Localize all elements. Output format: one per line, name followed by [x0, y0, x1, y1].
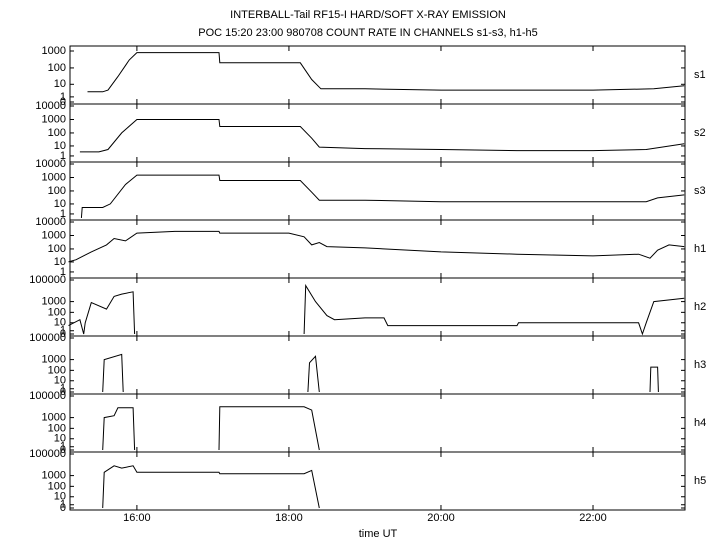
panel-frame: [69, 103, 686, 163]
y-tick-label: 10: [54, 140, 66, 152]
y-tick-label: 10: [54, 375, 66, 387]
y-tick-label: 1000: [42, 45, 66, 57]
panel-label: h2: [694, 301, 706, 313]
y-tick-label: 100000: [29, 332, 66, 344]
panel-label: h3: [694, 359, 706, 371]
y-tick-label: 1: [60, 441, 66, 453]
x-axis-label: time UT: [359, 528, 398, 540]
y-tick-label: 1: [60, 91, 66, 103]
y-tick-label: 10: [54, 433, 66, 445]
y-tick-label: 100: [48, 480, 66, 492]
y-tick-label: 100: [48, 364, 66, 376]
y-tick-label: 0: [60, 386, 66, 398]
y-tick-label: 10: [54, 317, 66, 329]
y-tick-label: 100: [48, 185, 66, 197]
y-tick-label: 1000: [42, 470, 66, 482]
series-line: [68, 283, 685, 336]
y-tick-label: 10000: [35, 100, 66, 112]
y-tick-label: 100000: [29, 448, 66, 460]
y-tick-label: 1000: [42, 354, 66, 366]
series-line: [102, 406, 320, 451]
panel-label: h4: [694, 417, 706, 429]
series-line: [79, 119, 685, 153]
y-tick-label: 10: [54, 78, 66, 90]
panel-frame: [69, 277, 686, 337]
x-tick-label: 16:00: [123, 512, 151, 524]
panel-frame: [69, 45, 686, 105]
y-tick-label: 10000: [35, 216, 66, 228]
x-tick-label: 18:00: [275, 512, 303, 524]
panel-frame: [69, 161, 686, 221]
y-tick-label: 0: [60, 328, 66, 340]
y-tick-label: 1000: [42, 412, 66, 424]
series-line: [102, 353, 659, 393]
y-tick-label: 1: [60, 150, 66, 162]
y-tick-label: 10: [54, 491, 66, 503]
panel-frame: [69, 393, 686, 453]
panel-label: s1: [694, 69, 706, 81]
y-tick-label: 0: [60, 96, 66, 108]
y-tick-label: 100: [48, 127, 66, 139]
x-tick-label: 22:00: [579, 512, 607, 524]
series-line: [87, 52, 685, 93]
panel-label: s3: [694, 185, 706, 197]
panel-frame: [69, 451, 686, 511]
series-line: [68, 230, 685, 263]
panel-label: h1: [694, 243, 706, 255]
chart-title: INTERBALL-Tail RF15-I HARD/SOFT X-RAY EM…: [230, 9, 506, 21]
y-tick-label: 1: [60, 499, 66, 511]
panel-label: h5: [694, 475, 706, 487]
y-tick-label: 100: [48, 422, 66, 434]
y-tick-label: 100: [48, 306, 66, 318]
y-tick-label: 1000: [42, 296, 66, 308]
panel-frame: [69, 335, 686, 395]
y-tick-label: 10: [54, 198, 66, 210]
series-line: [102, 465, 320, 509]
y-tick-label: 1: [60, 383, 66, 395]
y-tick-label: 1: [60, 325, 66, 337]
y-tick-label: 1000: [42, 113, 66, 125]
panel-label: s2: [694, 127, 706, 139]
y-tick-label: 0: [60, 502, 66, 514]
y-tick-label: 10000: [35, 158, 66, 170]
y-tick-label: 1000: [42, 171, 66, 183]
x-tick-label: 20:00: [427, 512, 455, 524]
y-tick-label: 0: [60, 444, 66, 456]
y-tick-label: 10: [54, 256, 66, 268]
chart-subtitle: POC 15:20 23:00 980708 COUNT RATE IN CHA…: [198, 27, 538, 39]
y-tick-label: 1000: [42, 229, 66, 241]
y-tick-label: 100000: [29, 274, 66, 286]
y-tick-label: 100: [48, 243, 66, 255]
y-tick-label: 100: [48, 62, 66, 74]
y-tick-label: 100000: [29, 390, 66, 402]
y-tick-label: 1: [60, 208, 66, 220]
y-tick-label: 1: [60, 266, 66, 278]
series-line: [80, 174, 685, 219]
